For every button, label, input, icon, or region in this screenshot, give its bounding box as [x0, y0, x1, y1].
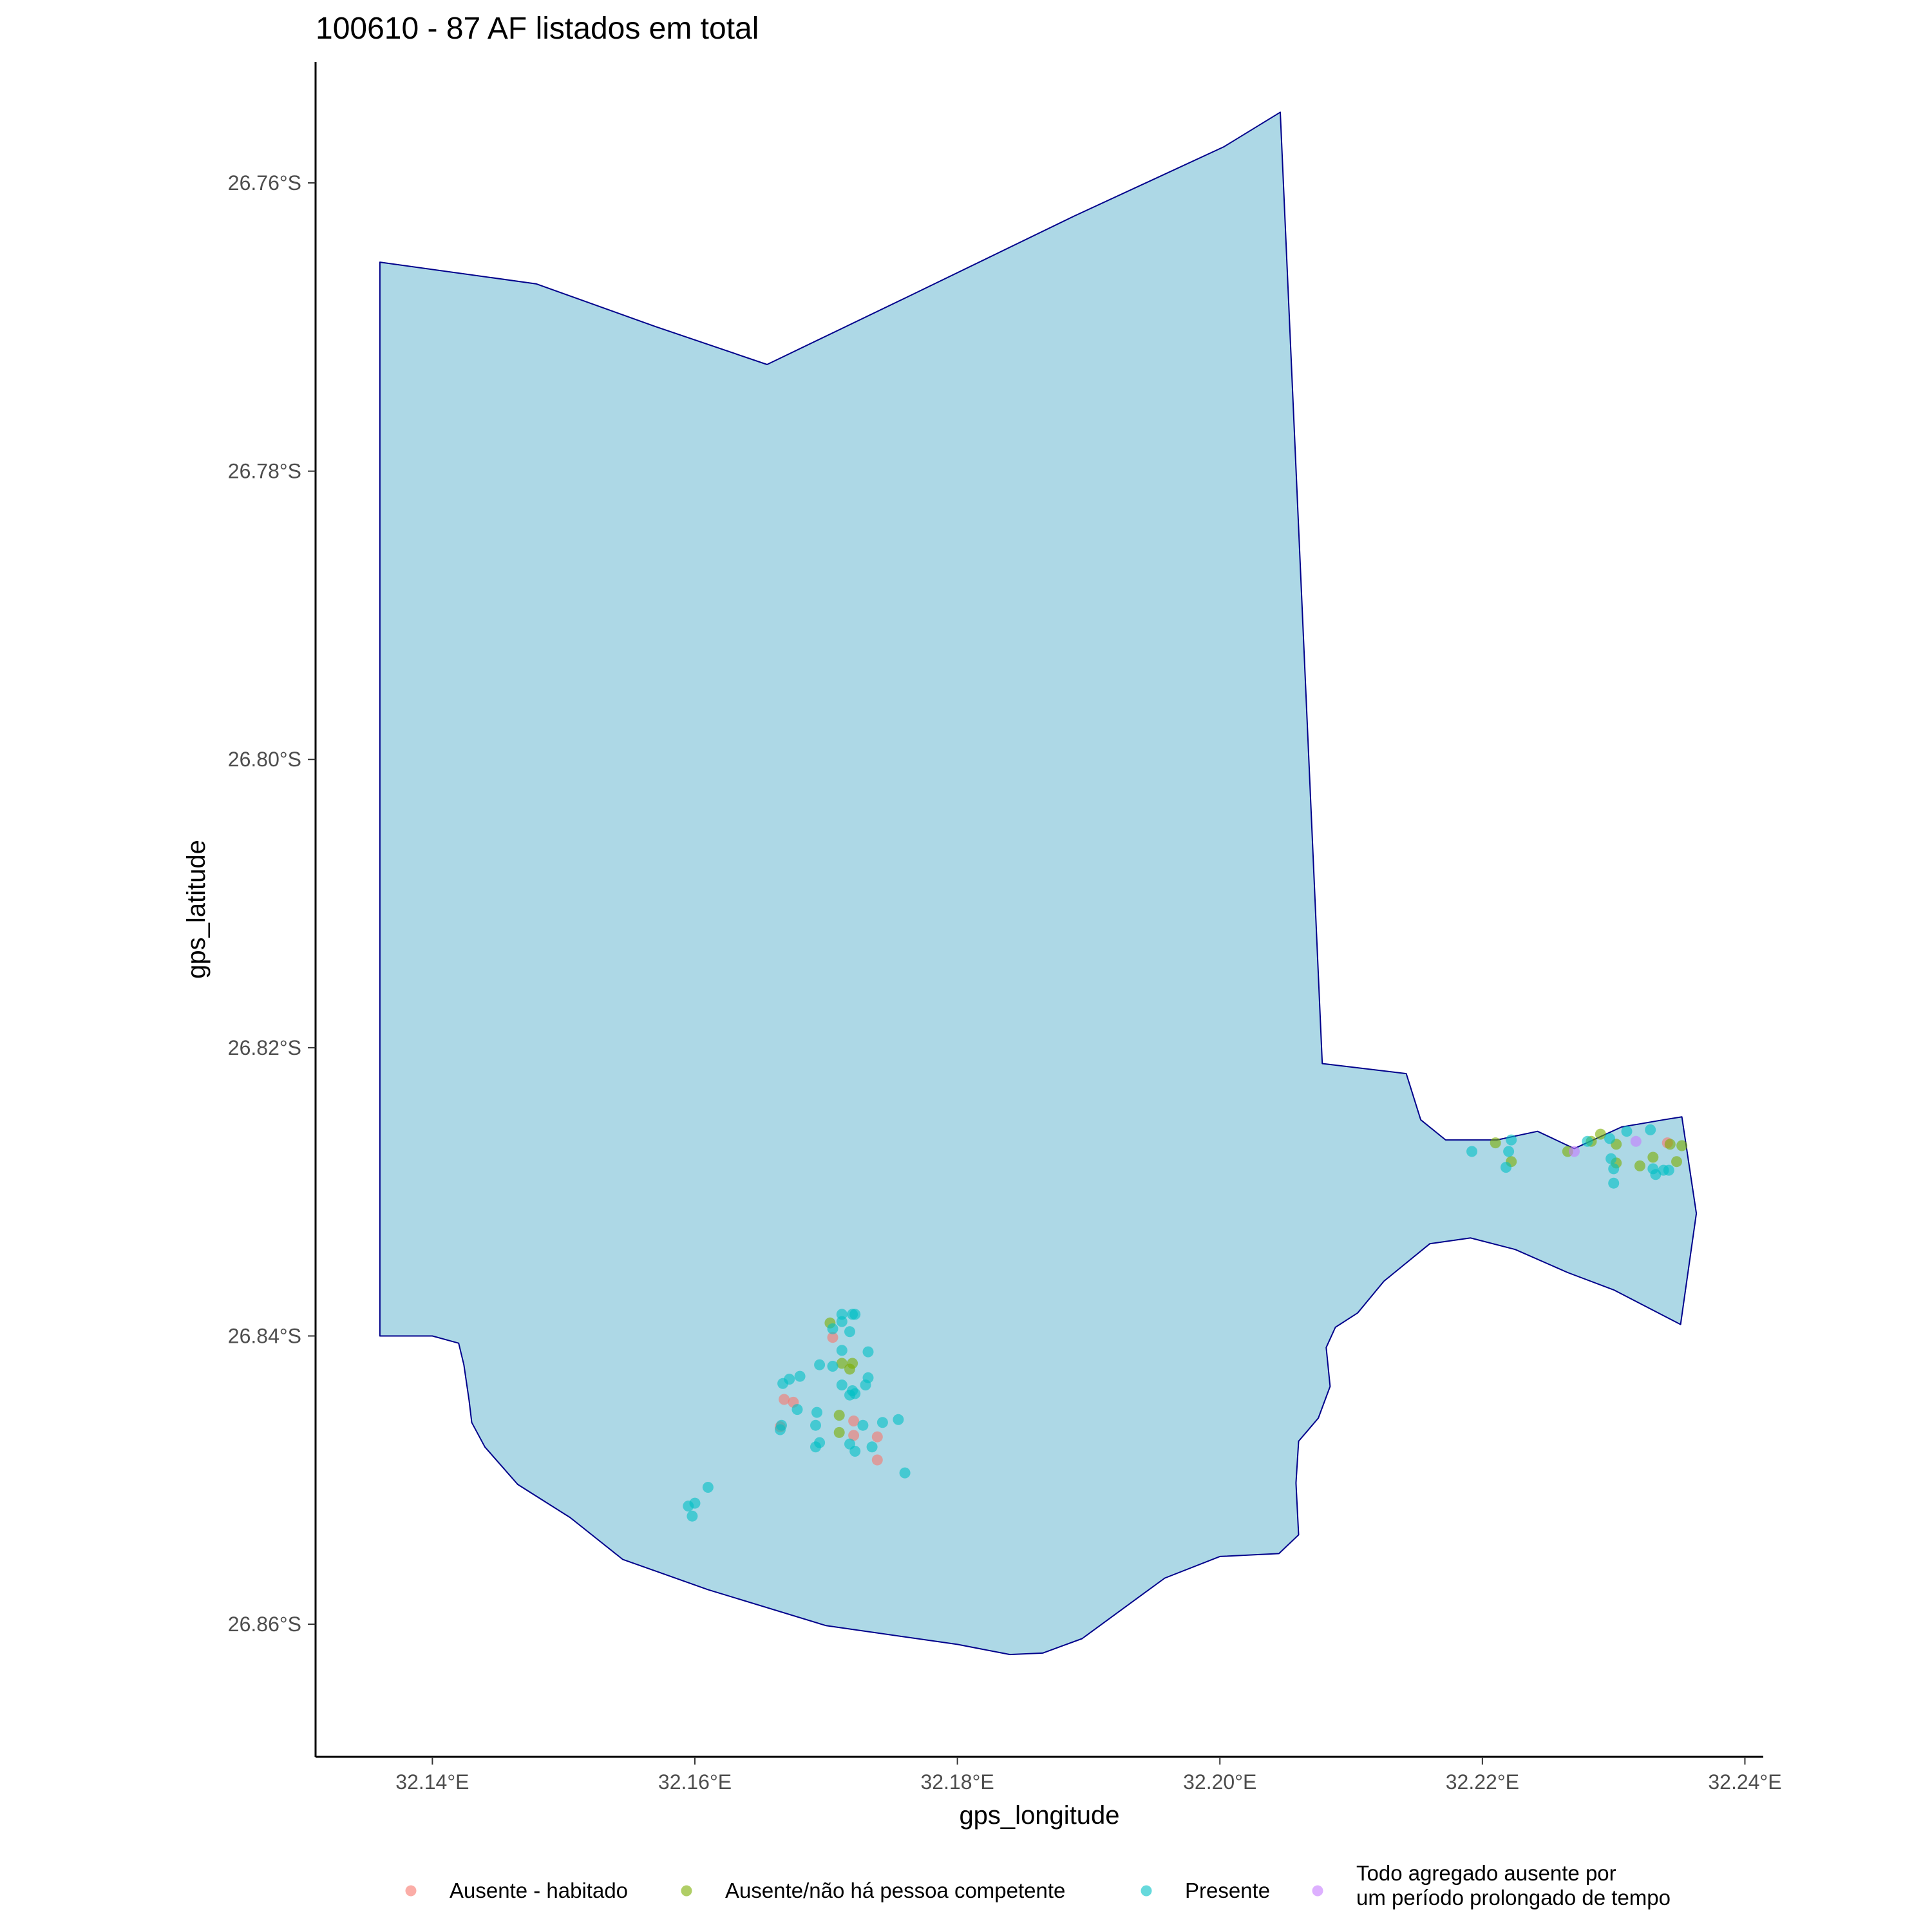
data-point: [683, 1501, 694, 1512]
legend-label: Ausente/não há pessoa competente: [725, 1879, 1065, 1902]
legend-swatch: [681, 1885, 692, 1897]
data-point: [836, 1345, 848, 1356]
data-point: [833, 1426, 845, 1438]
data-point: [775, 1424, 786, 1435]
data-point: [876, 1417, 888, 1428]
data-point: [848, 1430, 860, 1441]
data-point: [702, 1482, 714, 1493]
data-point: [1671, 1156, 1682, 1168]
data-point: [1605, 1153, 1617, 1164]
data-point: [777, 1378, 789, 1389]
data-point: [844, 1389, 855, 1401]
x-tick-label: 32.18°E: [921, 1770, 994, 1794]
x-tick-label: 32.24°E: [1708, 1770, 1781, 1794]
legend-label: um período prolongado de tempo: [1356, 1886, 1671, 1909]
data-point: [1647, 1151, 1659, 1163]
data-point: [1608, 1177, 1620, 1189]
data-point: [1621, 1126, 1633, 1137]
data-point: [1490, 1137, 1501, 1149]
y-tick-label: 26.80°S: [228, 748, 301, 771]
district-boundary: [379, 111, 1698, 1656]
plot-title: 100610 - 87 AF listados em total: [316, 12, 759, 46]
data-point: [827, 1361, 838, 1372]
data-point: [857, 1419, 869, 1431]
data-point: [794, 1370, 806, 1382]
data-point: [814, 1359, 826, 1370]
data-point: [862, 1346, 874, 1358]
data-point: [836, 1379, 848, 1391]
x-tick-label: 32.14°E: [395, 1770, 469, 1794]
legend-item-ausente_habitado: Ausente - habitado: [405, 1879, 628, 1902]
data-point: [1645, 1124, 1656, 1135]
data-point: [1608, 1163, 1620, 1175]
household-points: [683, 1124, 1688, 1522]
data-point: [811, 1406, 822, 1418]
data-point: [1630, 1135, 1642, 1147]
data-point: [1503, 1146, 1515, 1157]
data-point: [871, 1431, 883, 1443]
y-tick-label: 26.76°S: [228, 171, 301, 194]
data-point: [1663, 1164, 1674, 1176]
legend-swatch: [1312, 1885, 1323, 1897]
x-axis-ticks: 32.14°E 32.16°E 32.18°E 32.20°E 32.22°E 32.24…: [395, 1757, 1782, 1794]
data-point: [1664, 1139, 1676, 1150]
data-point: [866, 1441, 878, 1453]
data-point: [844, 1326, 855, 1338]
data-point: [827, 1332, 838, 1343]
legend-label: Todo agregado ausente por: [1356, 1861, 1616, 1885]
data-point: [849, 1446, 861, 1457]
data-point: [1466, 1146, 1477, 1157]
data-point: [1569, 1146, 1580, 1157]
data-point: [836, 1358, 848, 1369]
data-point: [1595, 1128, 1606, 1140]
legend-item-ausente_sem_pessoa: Ausente/não há pessoa competente: [681, 1879, 1065, 1902]
legend-item-presente: Presente: [1141, 1879, 1270, 1902]
series-presente: [683, 1124, 1674, 1522]
data-point: [871, 1454, 883, 1466]
series-todo_ausente: [1569, 1135, 1642, 1157]
y-axis-ticks: 26.76°S 26.78°S 26.80°S 26.82°S 26.84°S 26.86…: [228, 171, 316, 1636]
data-point: [860, 1379, 871, 1391]
region-polygon: [379, 111, 1698, 1656]
data-point: [810, 1419, 821, 1431]
data-point: [893, 1414, 904, 1425]
data-point: [847, 1358, 858, 1369]
x-tick-label: 32.16°E: [658, 1770, 732, 1794]
data-point: [1582, 1135, 1593, 1147]
x-tick-label: 32.22°E: [1446, 1770, 1519, 1794]
y-tick-label: 26.82°S: [228, 1036, 301, 1059]
data-point: [827, 1323, 838, 1334]
x-axis-title: gps_longitude: [959, 1801, 1119, 1830]
data-point: [1604, 1133, 1615, 1144]
legend-label: Ausente - habitado: [450, 1879, 628, 1902]
data-point: [833, 1410, 845, 1421]
data-point: [836, 1316, 848, 1327]
x-tick-label: 32.20°E: [1183, 1770, 1256, 1794]
y-axis-title: gps_latitude: [182, 840, 211, 979]
legend-swatch: [1141, 1885, 1152, 1897]
data-point: [687, 1510, 698, 1522]
legend-label: Presente: [1185, 1879, 1270, 1902]
y-tick-label: 26.86°S: [228, 1613, 301, 1636]
y-tick-label: 26.78°S: [228, 460, 301, 483]
data-point: [1634, 1160, 1645, 1171]
data-point: [899, 1467, 911, 1479]
y-tick-label: 26.84°S: [228, 1324, 301, 1347]
legend: Ausente - habitado Ausente/não há pessoa …: [405, 1861, 1671, 1909]
data-point: [810, 1441, 821, 1453]
data-point: [848, 1416, 860, 1426]
data-point: [1501, 1162, 1511, 1173]
legend-swatch: [405, 1885, 417, 1897]
data-point: [849, 1309, 861, 1320]
data-point: [1506, 1134, 1517, 1146]
data-point: [1676, 1140, 1688, 1151]
data-point: [779, 1394, 790, 1405]
data-point: [791, 1404, 803, 1416]
